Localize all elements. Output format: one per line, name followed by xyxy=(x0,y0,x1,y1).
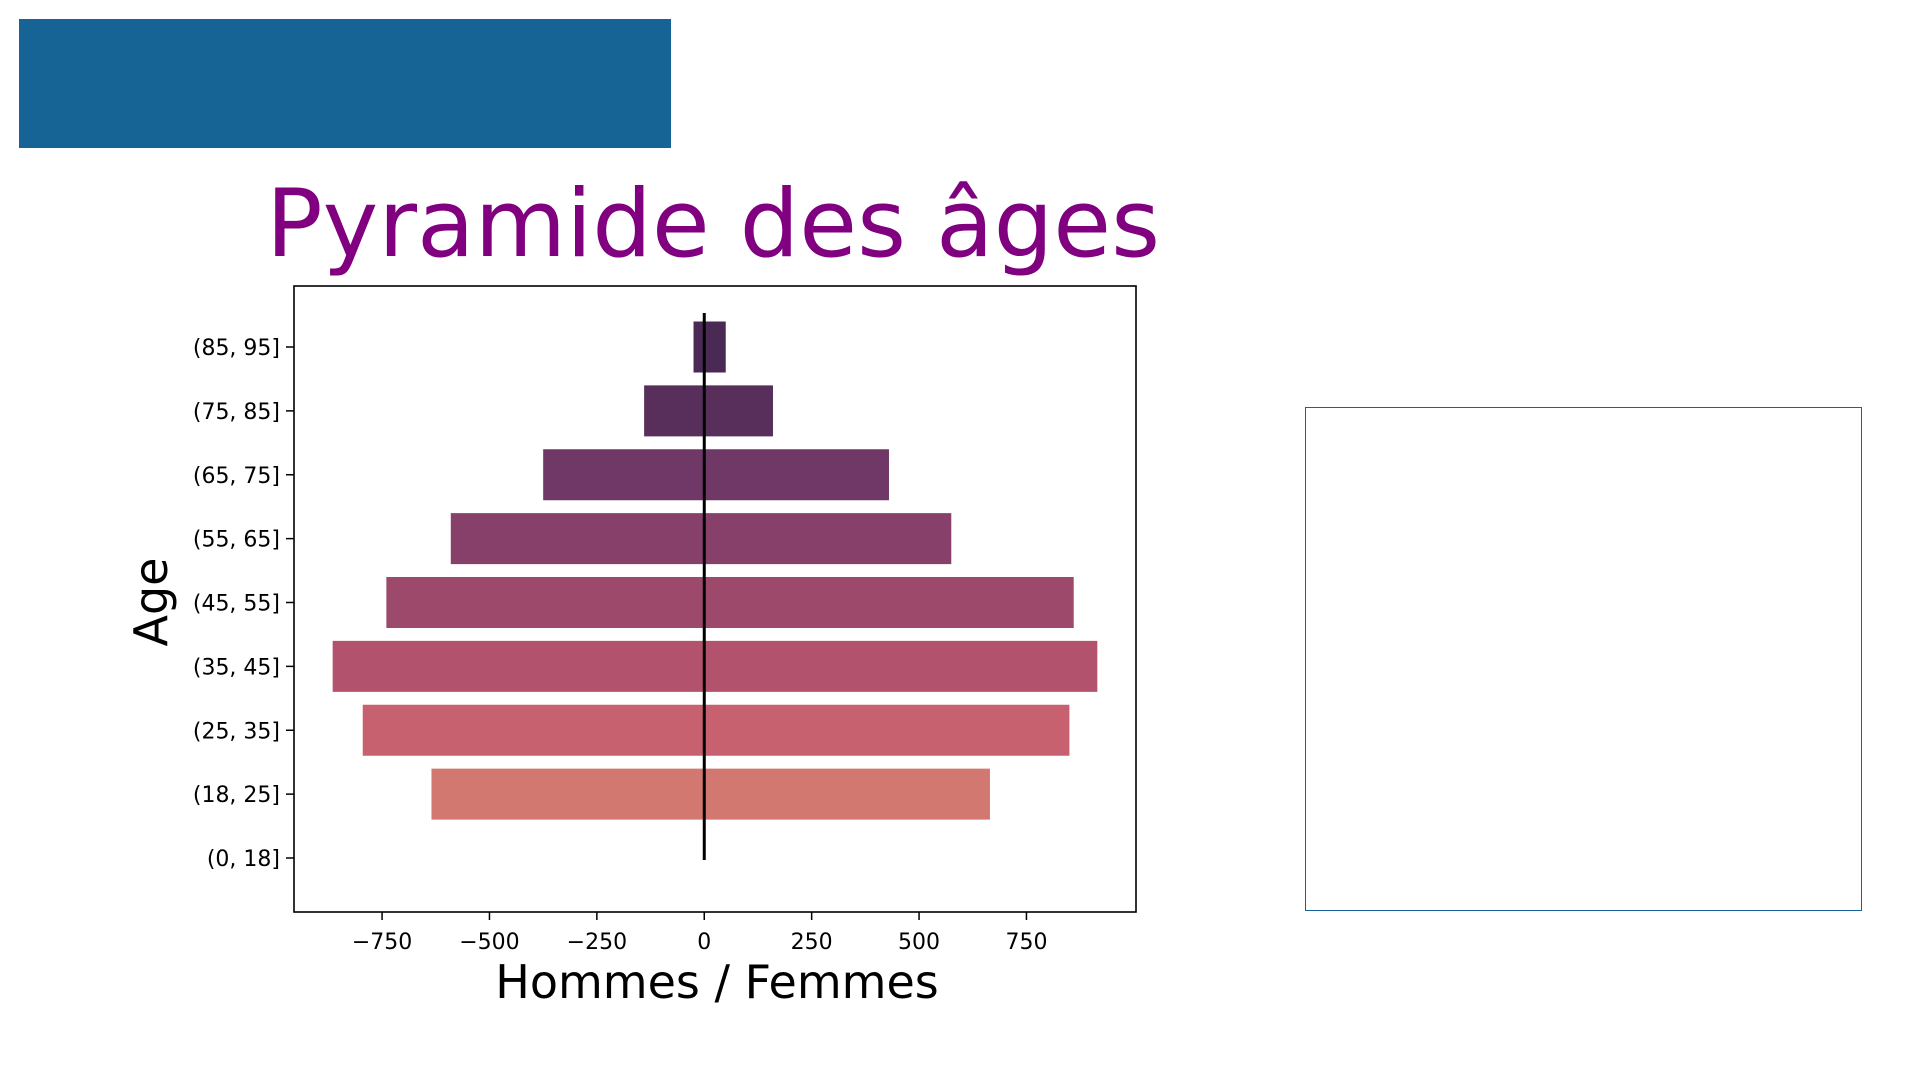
bar-hommes-4 xyxy=(386,577,705,628)
y-axis: (0, 18] (18, 25] (25, 35] (35, 45] (45, 55] (… xyxy=(193,336,294,872)
x-axis: −750 −500 −250 0 250 500 750 xyxy=(352,912,1047,955)
x-tick-label: 750 xyxy=(1005,930,1047,955)
header-banner xyxy=(19,19,671,148)
bars-group xyxy=(332,321,1098,820)
y-tick-label: (45, 55] xyxy=(193,592,280,617)
y-axis-label: Age xyxy=(124,558,178,647)
bar-hommes-8 xyxy=(693,321,705,373)
bar-femmes-4 xyxy=(704,577,1074,628)
y-tick-label: (85, 95] xyxy=(193,336,280,361)
bar-hommes-5 xyxy=(450,513,705,565)
side-panel xyxy=(1305,407,1862,911)
y-tick-label: (65, 75] xyxy=(193,464,280,489)
bar-hommes-6 xyxy=(543,449,705,501)
bar-femmes-6 xyxy=(704,449,889,501)
y-tick-label: (0, 18] xyxy=(207,847,280,872)
bar-femmes-3 xyxy=(704,640,1098,692)
x-tick-label: −250 xyxy=(567,930,627,955)
bar-hommes-2 xyxy=(362,704,705,756)
y-tick-label: (55, 65] xyxy=(193,528,280,553)
x-tick-label: −750 xyxy=(352,930,412,955)
bar-hommes-1 xyxy=(431,768,705,820)
x-tick-label: −500 xyxy=(459,930,519,955)
bar-femmes-8 xyxy=(704,321,726,373)
x-tick-label: 250 xyxy=(791,930,833,955)
y-tick-label: (35, 45] xyxy=(193,655,280,680)
x-axis-label: Hommes / Femmes xyxy=(495,955,939,1009)
y-tick-label: (75, 85] xyxy=(193,400,280,425)
bar-femmes-1 xyxy=(704,768,990,820)
chart-title: Pyramide des âges xyxy=(266,170,1161,279)
bar-femmes-7 xyxy=(704,385,773,437)
plot-frame xyxy=(293,285,1137,913)
bar-hommes-3 xyxy=(332,640,705,692)
x-tick-label: 0 xyxy=(697,930,711,955)
bar-femmes-2 xyxy=(704,704,1070,756)
x-tick-label: 500 xyxy=(898,930,940,955)
bar-hommes-7 xyxy=(644,385,705,437)
y-tick-label: (25, 35] xyxy=(193,719,280,744)
y-tick-label: (18, 25] xyxy=(193,783,280,808)
bar-femmes-5 xyxy=(704,513,952,565)
